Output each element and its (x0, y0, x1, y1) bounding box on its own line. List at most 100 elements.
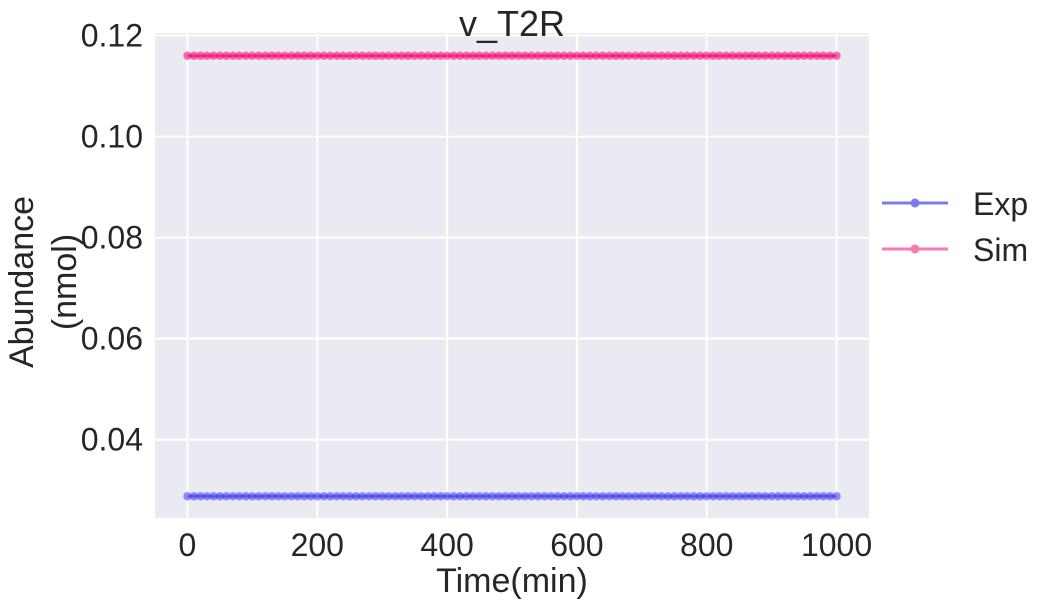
data-point (377, 51, 387, 60)
data-point (663, 51, 672, 60)
data-point (650, 492, 659, 501)
data-point (553, 492, 562, 501)
y-tick-label: 0.12 (81, 18, 143, 54)
data-point (442, 51, 452, 60)
data-point (339, 51, 348, 60)
data-point (300, 492, 309, 501)
data-point (793, 51, 802, 60)
data-point (741, 492, 750, 501)
data-point (527, 51, 536, 60)
data-point (683, 492, 692, 501)
data-point (267, 51, 277, 60)
data-point (507, 492, 517, 501)
data-point (767, 51, 776, 60)
data-point (715, 51, 724, 60)
data-point (300, 51, 309, 60)
data-point (313, 51, 322, 60)
data-point (559, 492, 569, 501)
data-point (468, 492, 478, 501)
data-point (235, 492, 244, 501)
data-point (728, 492, 737, 501)
data-point (507, 51, 517, 60)
data-point (747, 492, 757, 501)
data-point (241, 492, 251, 501)
data-point (806, 492, 815, 501)
data-point (767, 492, 776, 501)
data-point (832, 492, 841, 501)
data-point (267, 492, 277, 501)
data-point (773, 51, 783, 60)
data-point (481, 51, 491, 60)
data-point (423, 51, 432, 60)
data-point (676, 51, 685, 60)
data-point (416, 492, 426, 501)
data-point (644, 492, 653, 501)
data-point (786, 51, 796, 60)
data-point (352, 492, 361, 501)
data-point (449, 51, 458, 60)
data-point (222, 492, 231, 501)
data-point (436, 51, 445, 60)
data-point (488, 492, 497, 501)
plot-background (155, 33, 869, 518)
data-point (637, 51, 647, 60)
data-point (352, 51, 361, 60)
data-point (553, 51, 562, 60)
data-point (468, 51, 478, 60)
data-point (384, 51, 393, 60)
data-point (403, 492, 413, 501)
data-point (605, 51, 614, 60)
data-point (585, 492, 595, 501)
data-point (618, 492, 627, 501)
data-point (663, 492, 672, 501)
tick-labels: 0 200 400 600 800 1000 0.04 0.06 0.08 0.10 0.12 (81, 18, 872, 563)
data-point (598, 51, 608, 60)
data-point (319, 51, 328, 60)
data-point (670, 51, 679, 60)
data-point (371, 492, 380, 501)
data-point (728, 51, 737, 60)
data-point (475, 51, 484, 60)
legend-label: Exp (973, 186, 1028, 222)
data-point (676, 492, 685, 501)
data-point (533, 51, 543, 60)
data-point (825, 51, 835, 60)
data-point (261, 492, 270, 501)
data-point (592, 51, 601, 60)
data-point (397, 492, 406, 501)
data-point (734, 51, 744, 60)
data-point (689, 492, 698, 501)
data-point (579, 51, 588, 60)
data-point (339, 492, 348, 501)
data-point (773, 492, 783, 501)
data-point (287, 492, 296, 501)
data-point (222, 51, 231, 60)
y-tick-label: 0.04 (81, 422, 143, 458)
data-point (248, 51, 257, 60)
data-point (722, 51, 731, 60)
data-point (747, 51, 757, 60)
data-point (780, 492, 789, 501)
x-axis-label: Time(min) (436, 562, 588, 600)
data-point (579, 492, 588, 501)
data-point (696, 51, 705, 60)
data-point (540, 492, 549, 501)
data-point (358, 51, 367, 60)
data-point (384, 492, 393, 501)
y-tick-label: 0.08 (81, 220, 143, 256)
data-point (254, 51, 264, 60)
data-point (657, 51, 666, 60)
data-point (306, 492, 315, 501)
x-tick-label: 400 (420, 527, 473, 563)
data-point (825, 492, 835, 501)
chart-title: v_T2R (459, 3, 565, 44)
data-point (488, 51, 497, 60)
data-point (462, 492, 471, 501)
x-tick-label: 200 (291, 527, 344, 563)
y-tick-label: 0.06 (81, 321, 143, 357)
data-point (423, 492, 432, 501)
data-point (722, 492, 731, 501)
data-point (611, 51, 621, 60)
